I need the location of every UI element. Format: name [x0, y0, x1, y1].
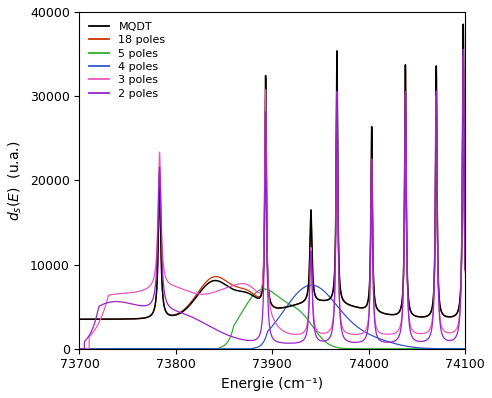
Line: MQDT: MQDT	[80, 24, 475, 319]
MQDT	[86, 317, 92, 322]
18 poles	[453, 312, 459, 317]
4 poles	[86, 346, 92, 351]
Line: 18 poles: 18 poles	[80, 30, 475, 319]
3 poles	[285, 331, 291, 336]
5 poles	[453, 346, 459, 351]
2 poles	[86, 334, 92, 339]
X-axis label: Energie (cm⁻¹): Energie (cm⁻¹)	[221, 377, 323, 391]
3 poles	[453, 328, 459, 333]
Line: 4 poles: 4 poles	[80, 285, 475, 349]
3 poles	[77, 346, 83, 351]
MQDT	[77, 317, 83, 322]
2 poles	[285, 341, 291, 345]
MQDT	[435, 246, 441, 251]
18 poles	[285, 304, 291, 309]
MQDT	[328, 295, 334, 299]
Line: 3 poles: 3 poles	[80, 56, 475, 349]
18 poles	[328, 295, 334, 299]
3 poles	[86, 346, 92, 351]
5 poles	[86, 346, 92, 351]
18 poles	[77, 317, 83, 322]
2 poles	[472, 339, 478, 344]
18 poles	[86, 317, 92, 322]
4 poles	[472, 346, 478, 351]
5 poles	[285, 301, 291, 306]
5 poles	[328, 343, 334, 348]
Line: 5 poles: 5 poles	[80, 289, 475, 349]
5 poles	[125, 346, 131, 351]
3 poles	[435, 248, 441, 252]
5 poles	[472, 346, 478, 351]
4 poles	[308, 283, 314, 287]
2 poles	[328, 332, 334, 336]
Line: 2 poles: 2 poles	[80, 49, 475, 349]
Legend: MQDT, 18 poles, 5 poles, 4 poles, 3 poles, 2 poles: MQDT, 18 poles, 5 poles, 4 poles, 3 pole…	[85, 18, 170, 103]
MQDT	[472, 315, 478, 320]
5 poles	[435, 346, 441, 351]
MQDT	[125, 316, 131, 321]
5 poles	[77, 346, 83, 351]
4 poles	[453, 346, 459, 351]
4 poles	[435, 346, 441, 351]
3 poles	[472, 344, 478, 349]
3 poles	[328, 325, 334, 330]
18 poles	[461, 28, 466, 33]
4 poles	[77, 346, 83, 351]
MQDT	[285, 304, 291, 309]
Y-axis label: $d_s(E)$  (u.a.): $d_s(E)$ (u.a.)	[7, 140, 24, 220]
MQDT	[461, 22, 466, 27]
2 poles	[435, 242, 441, 247]
18 poles	[125, 316, 131, 321]
4 poles	[328, 297, 334, 301]
MQDT	[453, 312, 459, 317]
4 poles	[285, 302, 291, 307]
5 poles	[261, 287, 267, 291]
18 poles	[472, 315, 478, 320]
2 poles	[453, 335, 459, 339]
4 poles	[125, 346, 131, 351]
3 poles	[461, 53, 466, 58]
2 poles	[461, 47, 466, 52]
2 poles	[125, 301, 131, 306]
18 poles	[435, 248, 441, 252]
2 poles	[77, 346, 83, 351]
3 poles	[125, 291, 131, 295]
